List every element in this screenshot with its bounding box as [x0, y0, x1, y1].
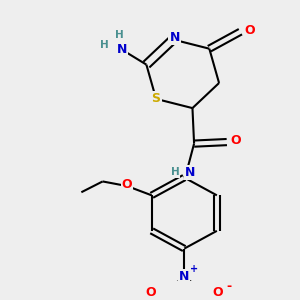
Text: N: N [179, 270, 190, 283]
Text: O: O [213, 286, 223, 299]
Text: -: - [227, 280, 232, 293]
Text: O: O [145, 286, 156, 299]
Text: N: N [117, 43, 127, 56]
Text: H: H [100, 40, 109, 50]
Text: H: H [115, 30, 124, 40]
Text: O: O [122, 178, 133, 191]
Text: O: O [231, 134, 241, 147]
Text: H: H [171, 167, 179, 177]
Text: +: + [190, 264, 198, 274]
Text: N: N [184, 167, 195, 179]
Text: S: S [152, 92, 160, 105]
Text: O: O [244, 24, 255, 37]
Text: N: N [169, 32, 180, 44]
